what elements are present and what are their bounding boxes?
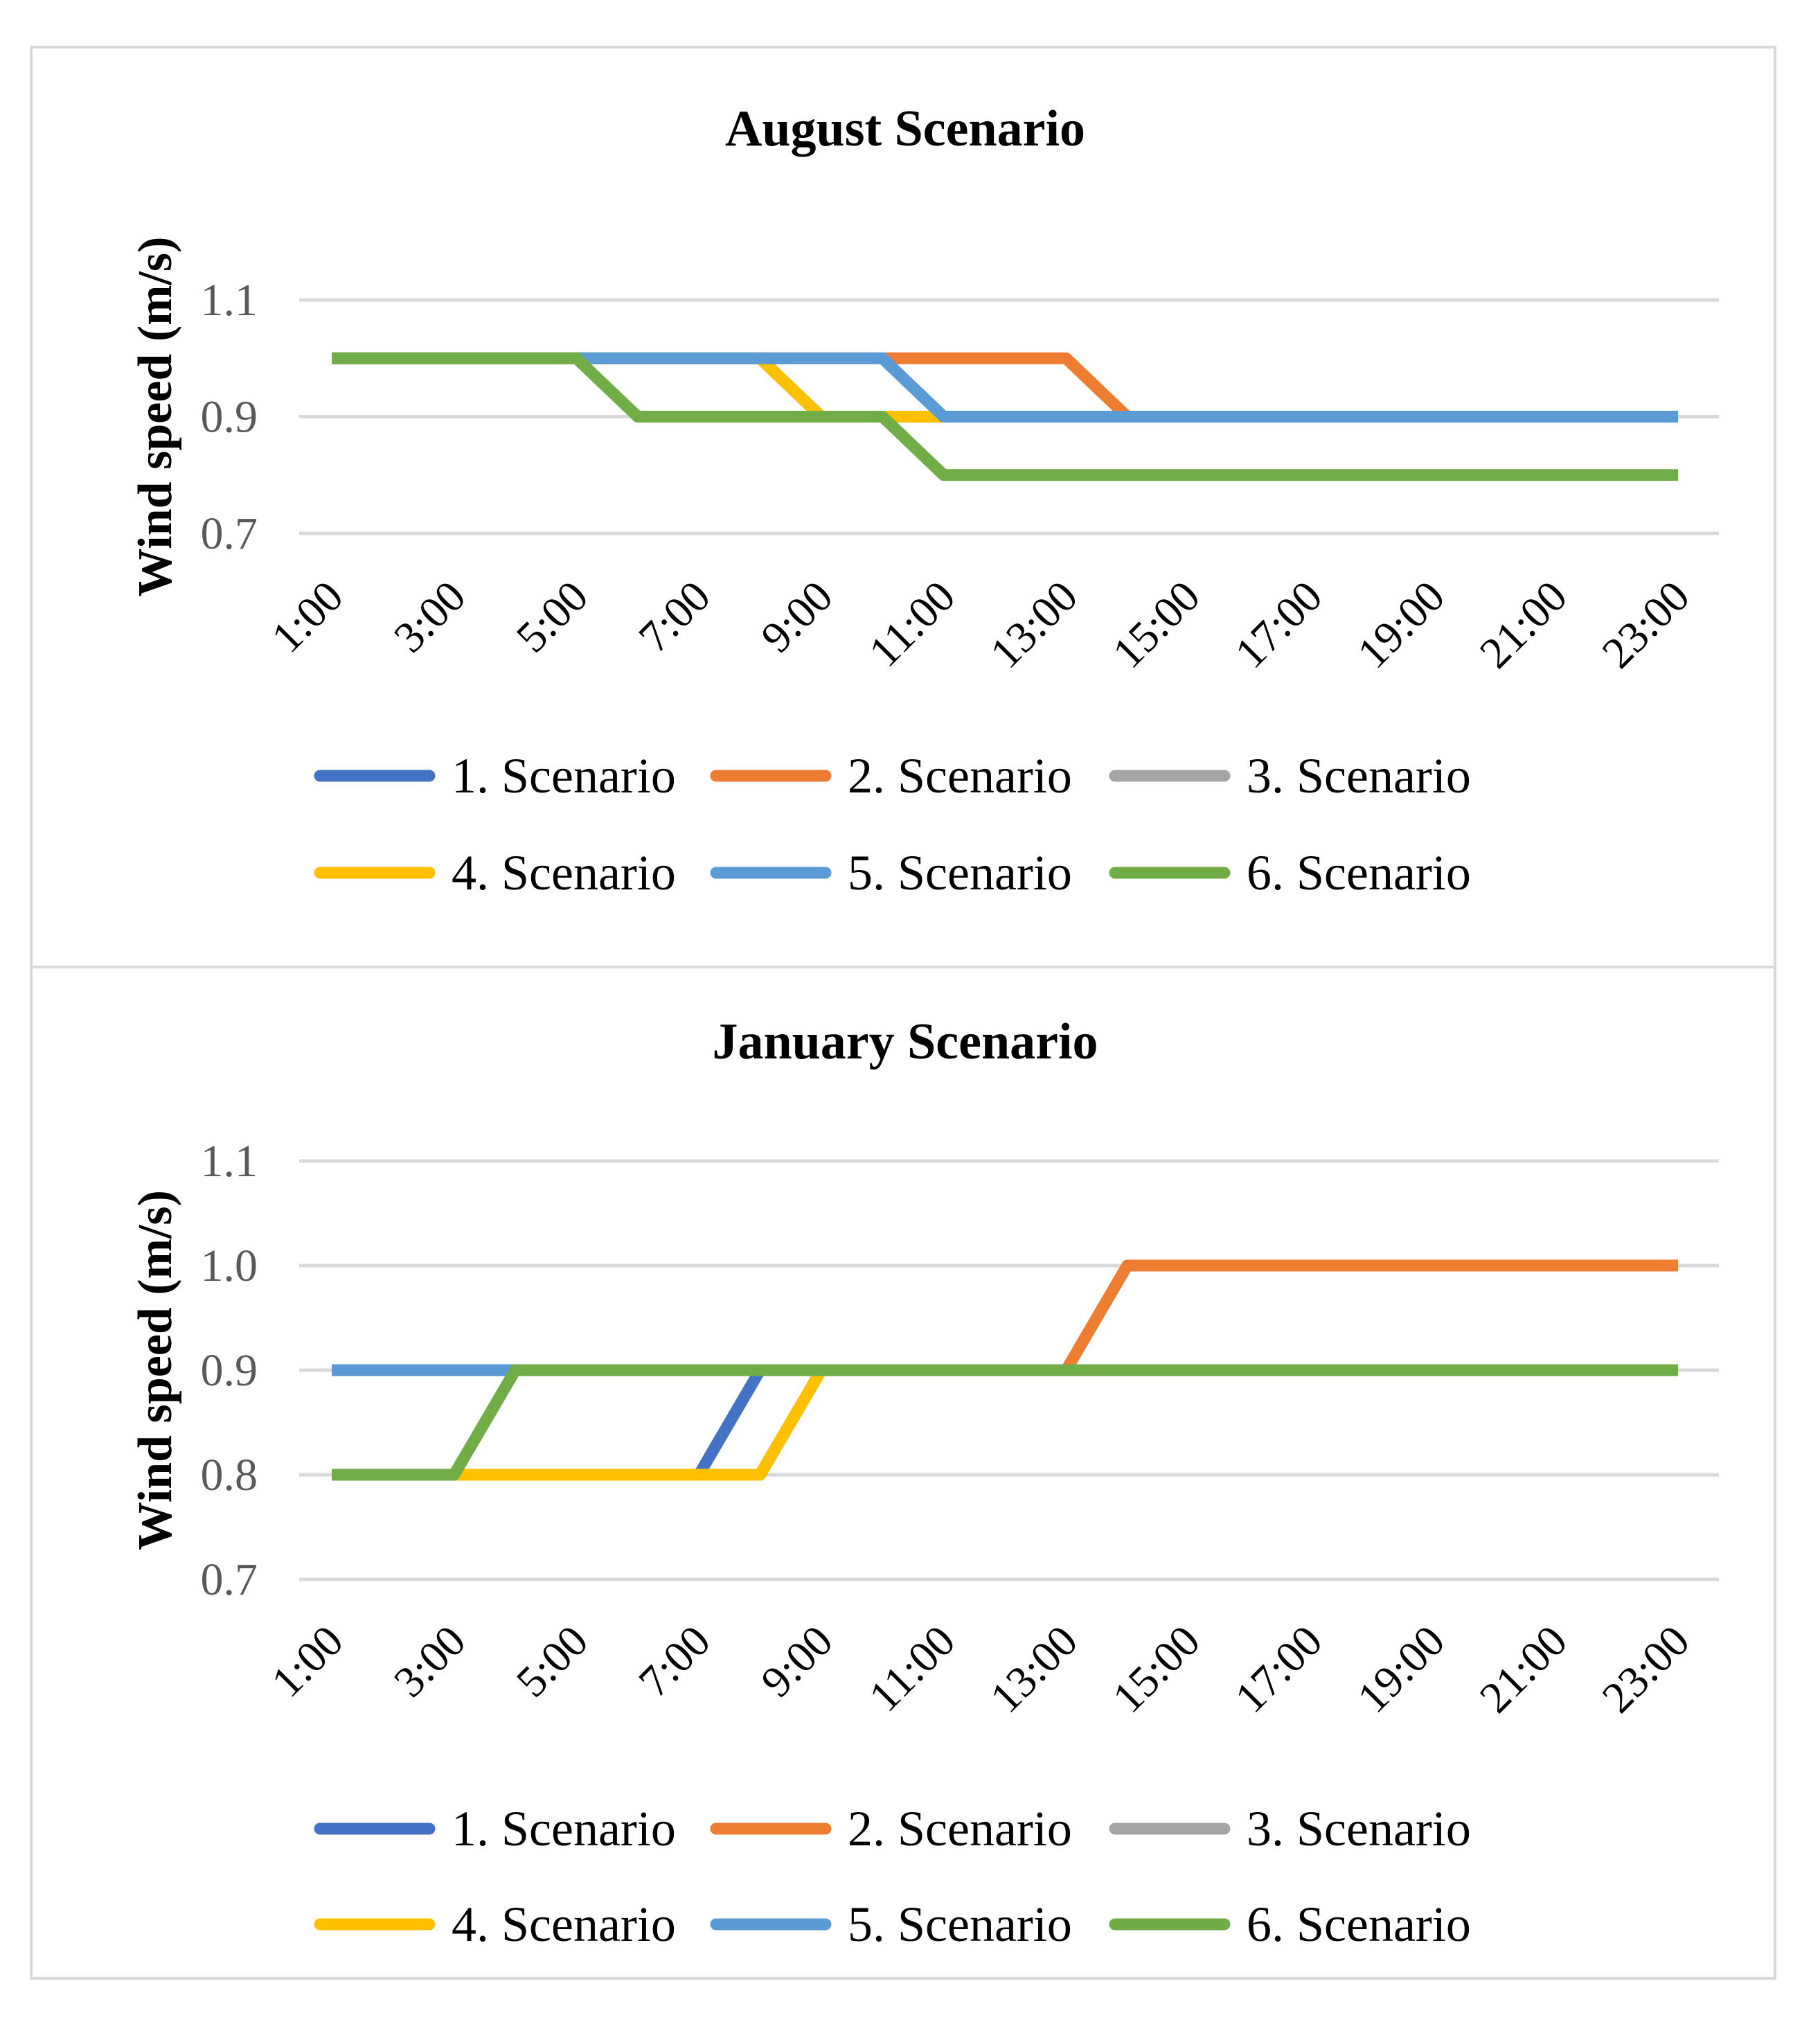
january-y-axis-label: Wind speed (m/s) <box>129 1190 182 1550</box>
january-x-tick-label: 21:00 <box>1470 1616 1576 1722</box>
january-x-tick-label: 11:00 <box>859 1616 965 1721</box>
august-x-tick-label: 5:00 <box>507 571 598 662</box>
january-legend-label-4: 4. Scenario <box>452 1897 676 1952</box>
august-y-tick-label: 1.1 <box>201 275 258 326</box>
january-x-tick-label: 23:00 <box>1593 1616 1699 1722</box>
august-x-tick-label: 23:00 <box>1593 571 1699 677</box>
august-x-tick-label: 9:00 <box>751 571 842 662</box>
january-x-tick-label: 9:00 <box>751 1616 842 1707</box>
august-y-axis-label: Wind speed (m/s) <box>129 237 182 597</box>
august-chart-panel: August Scenario 0.7 0.9 1.1 Wind speed (m/s)… <box>30 46 1776 968</box>
august-x-tick-label: 21:00 <box>1470 571 1576 677</box>
january-series-line-4 <box>332 1364 1678 1481</box>
january-x-tick-label: 7:00 <box>629 1616 720 1707</box>
january-legend-label-5: 5. Scenario <box>848 1897 1072 1952</box>
january-x-tick-label: 13:00 <box>981 1616 1087 1722</box>
january-x-tick-label: 3:00 <box>384 1616 475 1707</box>
january-x-tick-label: 1:00 <box>262 1616 353 1707</box>
january-x-tick-label: 17:00 <box>1225 1616 1331 1722</box>
august-x-tick-label: 19:00 <box>1348 571 1454 677</box>
august-y-tick-label: 0.9 <box>201 392 258 443</box>
august-series-line-5 <box>332 352 1678 423</box>
august-legend-label-6: 6. Scenario <box>1247 845 1471 901</box>
january-x-tick-label: 5:00 <box>507 1616 598 1707</box>
august-legend-label-1: 1. Scenario <box>452 748 676 804</box>
january-y-tick-label: 1.1 <box>201 1136 258 1187</box>
august-series-line-1 <box>332 352 1678 423</box>
august-x-tick-label: 11:00 <box>859 571 965 677</box>
august-y-tick-label: 0.7 <box>201 508 258 559</box>
january-chart-title: January Scenario <box>712 1013 1098 1070</box>
august-legend-label-3: 3. Scenario <box>1247 748 1471 804</box>
january-x-tick-label: 15:00 <box>1103 1616 1209 1722</box>
august-x-tick-label: 13:00 <box>981 571 1087 677</box>
january-y-tick-label: 0.9 <box>201 1345 258 1396</box>
august-x-tick-label: 7:00 <box>629 571 720 662</box>
august-x-tick-label: 17:00 <box>1225 571 1331 677</box>
january-x-tick-label: 19:00 <box>1348 1616 1454 1722</box>
august-legend-label-2: 2. Scenario <box>848 748 1072 804</box>
august-series-line-3 <box>332 352 1678 423</box>
january-chart-panel: January Scenario 0.7 0.8 0.9 1.0 1.1 Wind spee… <box>30 966 1776 1980</box>
august-chart: August Scenario 0.7 0.9 1.1 Wind speed (m/s)… <box>129 100 1719 901</box>
august-series-line-4 <box>332 352 1678 423</box>
august-x-tick-label: 1:00 <box>262 571 353 662</box>
august-series-line-6 <box>332 352 1678 481</box>
august-x-tick-label: 3:00 <box>384 571 475 662</box>
august-legend-label-4: 4. Scenario <box>452 845 676 901</box>
january-series-line-3 <box>332 1364 1678 1481</box>
january-y-tick-label: 0.8 <box>201 1450 258 1500</box>
january-series-line-6 <box>332 1364 1678 1481</box>
january-y-tick-label: 1.0 <box>201 1241 258 1291</box>
august-series-line-2 <box>332 352 1678 423</box>
august-chart-title: August Scenario <box>725 100 1085 157</box>
august-x-tick-label: 15:00 <box>1103 571 1209 677</box>
august-legend-label-5: 5. Scenario <box>848 845 1072 901</box>
january-legend-label-1: 1. Scenario <box>452 1801 676 1856</box>
january-series-line-1 <box>332 1364 1678 1481</box>
january-chart: January Scenario 0.7 0.8 0.9 1.0 1.1 Wind spee… <box>129 1013 1719 1952</box>
january-legend-label-3: 3. Scenario <box>1247 1801 1471 1856</box>
january-y-tick-label: 0.7 <box>201 1554 258 1605</box>
january-legend-label-2: 2. Scenario <box>848 1801 1072 1856</box>
january-legend-label-6: 6. Scenario <box>1247 1897 1471 1952</box>
